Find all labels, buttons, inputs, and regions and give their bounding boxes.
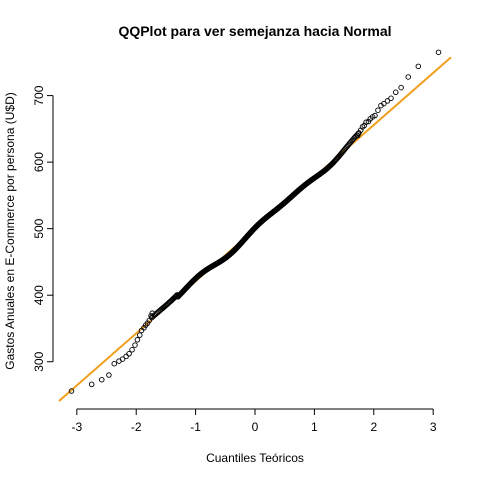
x-tick-label: 3 xyxy=(430,420,437,434)
x-tick-label: -3 xyxy=(71,420,82,434)
data-point xyxy=(132,342,138,348)
data-point xyxy=(435,49,442,56)
y-axis: 300 400 500 600 700 xyxy=(32,85,54,372)
y-tick-label: 600 xyxy=(32,152,46,172)
data-point xyxy=(384,98,391,104)
y-tick-label: 400 xyxy=(32,285,46,305)
data-point xyxy=(398,84,404,91)
x-tick-label: -2 xyxy=(131,420,142,434)
x-axis-label: Cuantiles Teóricos xyxy=(206,451,304,465)
x-tick-label: 1 xyxy=(311,420,318,434)
data-point xyxy=(137,332,143,338)
points-layer xyxy=(68,49,442,394)
data-point xyxy=(134,337,141,343)
data-point xyxy=(375,107,381,113)
data-point xyxy=(123,353,129,360)
data-point xyxy=(354,132,360,138)
data-point xyxy=(415,63,422,70)
data-point xyxy=(388,95,394,102)
y-axis-label: Gastos Anuales en E-Commerce por persona… xyxy=(3,92,17,369)
data-point xyxy=(393,89,399,96)
data-point xyxy=(381,100,387,107)
x-tick-label: 2 xyxy=(370,420,377,434)
data-point xyxy=(355,130,362,137)
data-point xyxy=(99,376,105,383)
data-point xyxy=(111,360,117,367)
x-tick-label: 0 xyxy=(252,420,259,434)
data-point xyxy=(126,351,132,357)
x-axis: -3 -2 -1 0 1 2 3 xyxy=(71,408,437,434)
y-tick-label: 700 xyxy=(32,85,46,105)
data-point xyxy=(372,112,378,119)
data-point xyxy=(68,388,75,394)
data-point xyxy=(405,74,411,80)
data-point xyxy=(119,356,126,362)
data-point xyxy=(88,381,95,388)
chart-title: QQPlot para ver semejanza hacia Normal xyxy=(118,23,391,39)
data-point xyxy=(363,119,369,125)
x-tick-label: -1 xyxy=(190,420,201,434)
y-tick-label: 500 xyxy=(32,218,46,238)
y-tick-label: 300 xyxy=(32,351,46,371)
data-point xyxy=(106,372,112,378)
data-point xyxy=(129,347,135,353)
